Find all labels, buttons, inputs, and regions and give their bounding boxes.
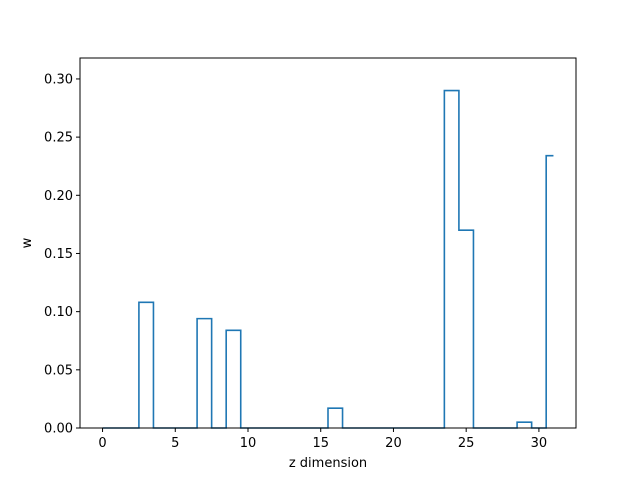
y-tick-label: 0.20 — [44, 189, 73, 204]
x-axis: 0 5 10 15 20 25 30 — [98, 428, 547, 451]
x-tick-label: 10 — [240, 436, 257, 451]
plot-area — [80, 58, 576, 428]
y-tick-label: 0.15 — [44, 247, 73, 262]
y-tick-label: 0.05 — [44, 363, 73, 378]
y-tick-label: 0.25 — [44, 131, 73, 146]
plot-frame — [79, 57, 577, 429]
y-tick-label: 0.00 — [44, 422, 73, 437]
y-axis-label: w — [20, 237, 35, 248]
x-axis-label: z dimension — [289, 456, 367, 471]
y-tick-label: 0.30 — [44, 72, 73, 87]
x-tick-label: 25 — [458, 436, 475, 451]
x-tick-label: 5 — [171, 436, 179, 451]
x-tick-label: 20 — [385, 436, 402, 451]
x-tick-label: 30 — [531, 436, 548, 451]
y-axis: 0.00 0.05 0.10 0.15 0.20 0.25 0.30 — [44, 72, 80, 437]
y-tick-label: 0.10 — [44, 305, 73, 320]
x-tick-label: 0 — [98, 436, 106, 451]
x-tick-label: 15 — [312, 436, 329, 451]
